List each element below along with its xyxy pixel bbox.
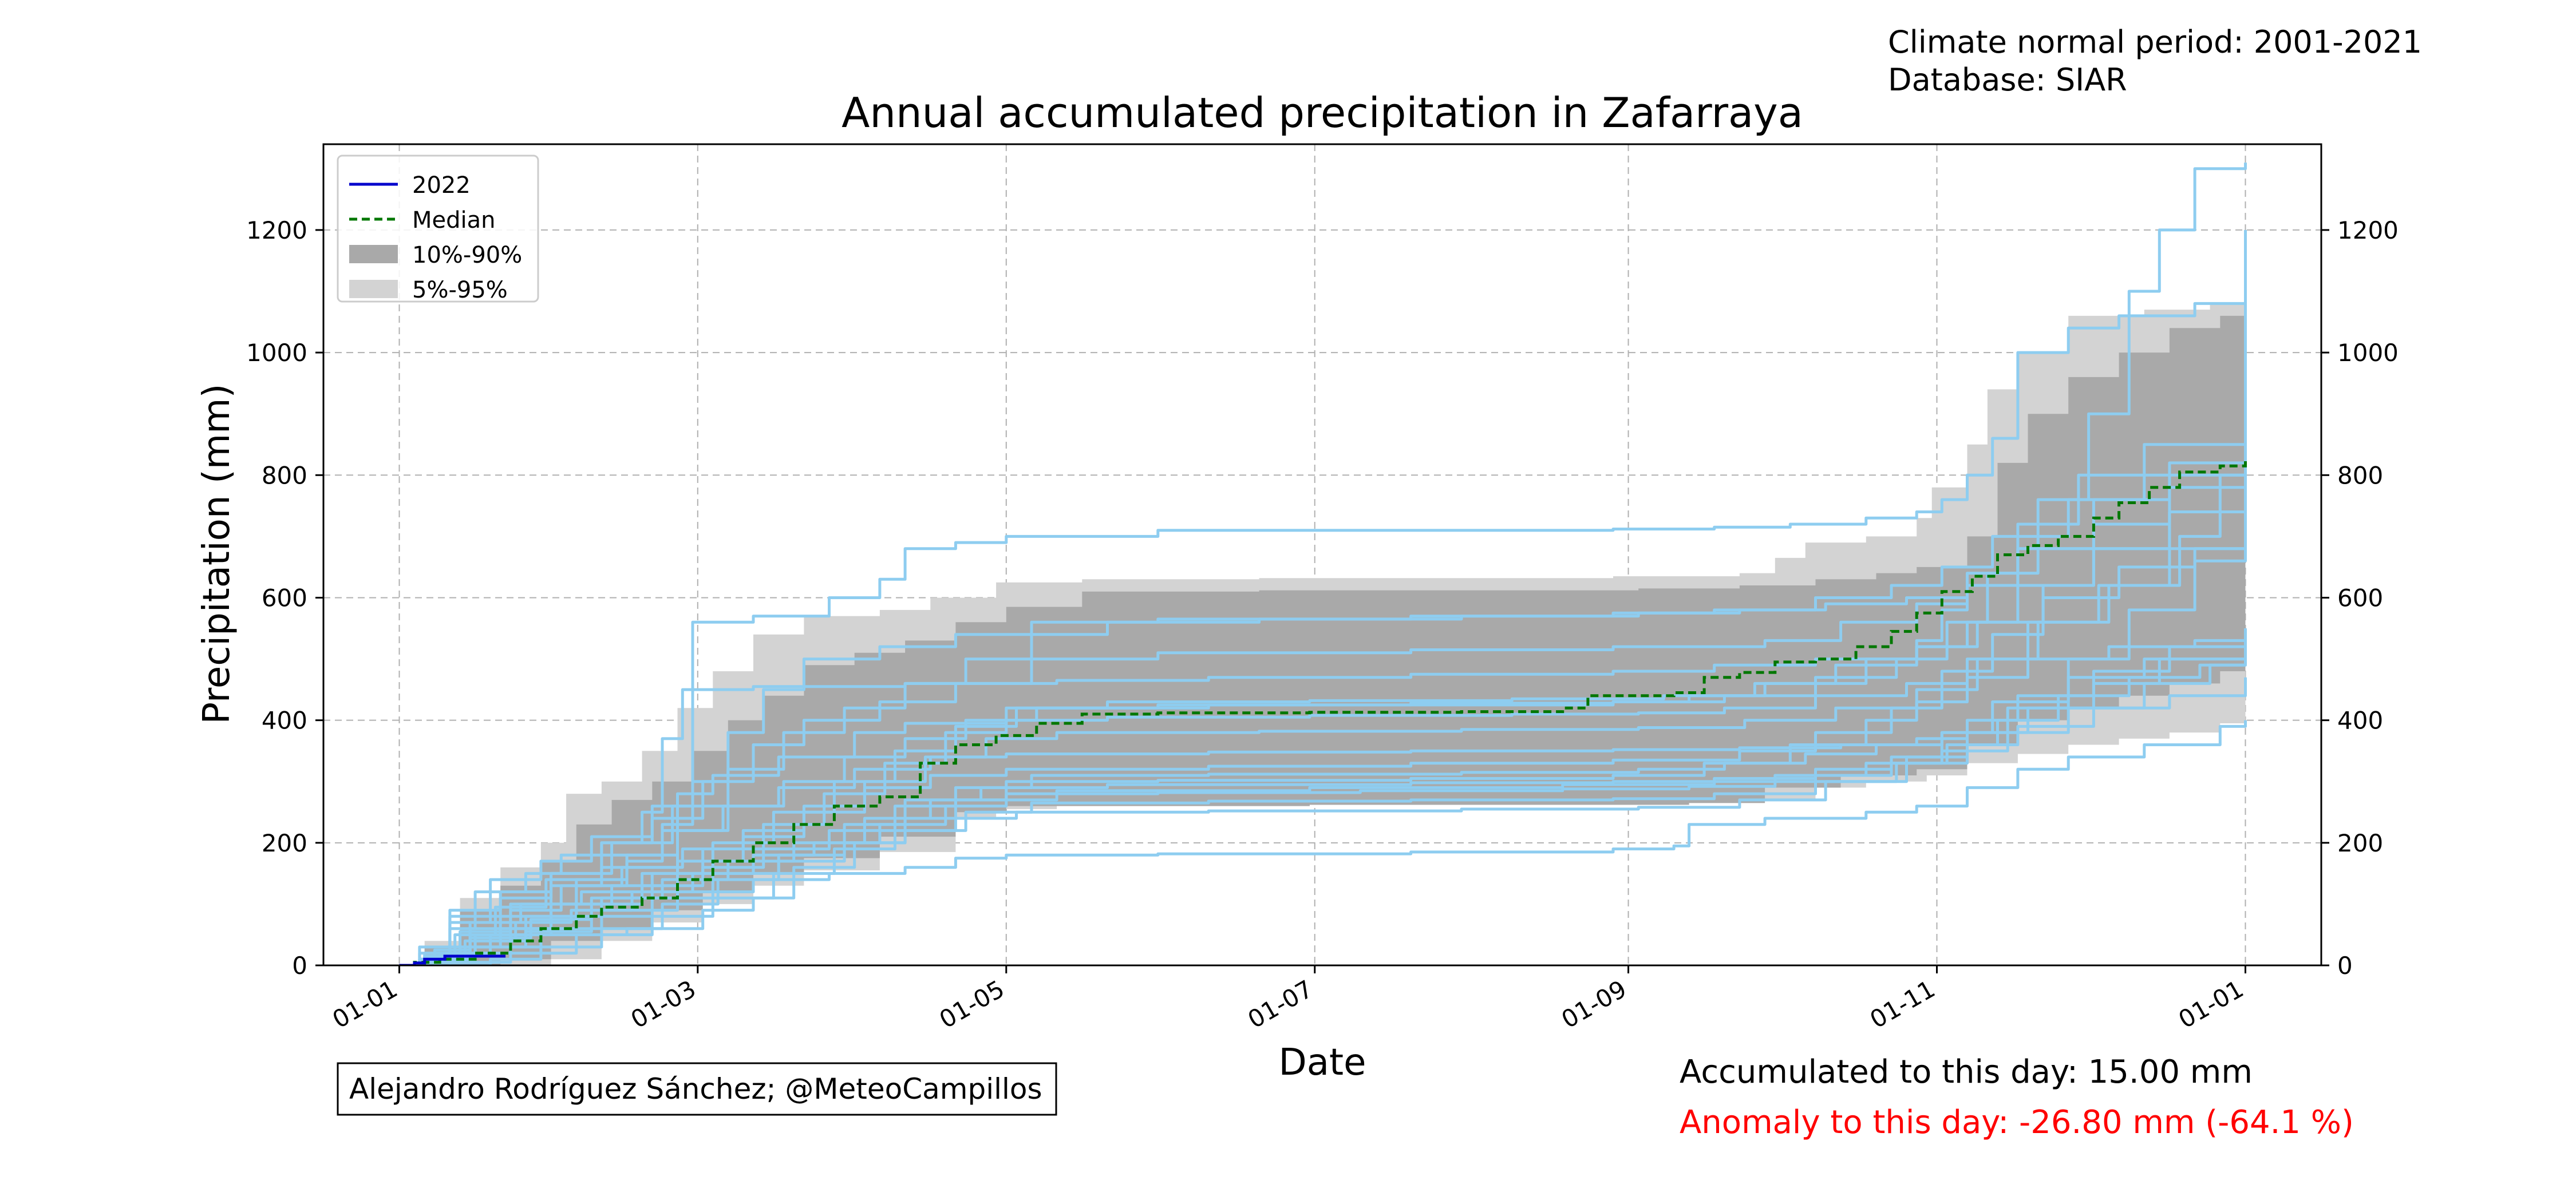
normal-period-text: Climate normal period: 2001-2021 <box>1888 24 2422 60</box>
y-tick-label-right: 1000 <box>2337 339 2399 367</box>
y-tick-label-right: 1200 <box>2337 216 2399 244</box>
anomaly-text: Anomaly to this day: -26.80 mm (-64.1 %) <box>1680 1104 2354 1141</box>
credit-box <box>337 1062 1057 1116</box>
plot-frame <box>322 143 2322 967</box>
historical-year-line <box>399 652 2247 965</box>
y-tick-label-left: 600 <box>262 584 307 612</box>
credit-text: Alejandro Rodríguez Sánchez; @MeteoCampi… <box>349 1072 1042 1106</box>
legend-swatch <box>349 245 398 263</box>
median-layer <box>399 460 2247 965</box>
accumulated-text: Accumulated to this day: 15.00 mm <box>1680 1054 2253 1091</box>
legend-label: 10%-90% <box>412 242 522 268</box>
band-10-90 <box>399 297 2246 965</box>
y-tick-label-right: 400 <box>2337 707 2383 735</box>
x-axis-label: Date <box>1279 1041 1366 1084</box>
chart-title: Annual accumulated precipitation in Zafa… <box>841 89 1803 137</box>
legend-box <box>337 155 539 303</box>
historical-year-line <box>399 163 2247 965</box>
y-tick-label-left: 400 <box>262 707 307 735</box>
historical-year-line <box>399 229 2247 965</box>
y-tick-label-left: 0 <box>292 952 307 980</box>
legend: 2022 Median 10%-90% 5%-95% <box>337 155 539 303</box>
legend-label: 2022 <box>412 172 471 199</box>
median-line <box>399 460 2247 965</box>
y-tick-label-right: 200 <box>2337 829 2383 857</box>
y-tick-label-right: 800 <box>2337 461 2383 489</box>
y-tick-label-left: 200 <box>262 829 307 857</box>
y-tick-label-right: 600 <box>2337 584 2383 612</box>
y-tick-label-left: 1000 <box>246 339 307 367</box>
database-text: Database: SIAR <box>1888 62 2127 98</box>
legend-label: Median <box>412 207 496 233</box>
historical-year-line <box>399 432 2247 965</box>
y-tick-label-left: 800 <box>262 461 307 489</box>
legend-swatch <box>349 280 398 298</box>
historical-year-line <box>399 401 2247 965</box>
legend-label: 5%-95% <box>412 277 508 303</box>
y-tick-label-left: 1200 <box>246 216 307 244</box>
y-axis-label: Precipitation (mm) <box>196 384 238 724</box>
y-tick-label-right: 0 <box>2337 952 2353 980</box>
percentile-bands <box>399 260 2246 965</box>
